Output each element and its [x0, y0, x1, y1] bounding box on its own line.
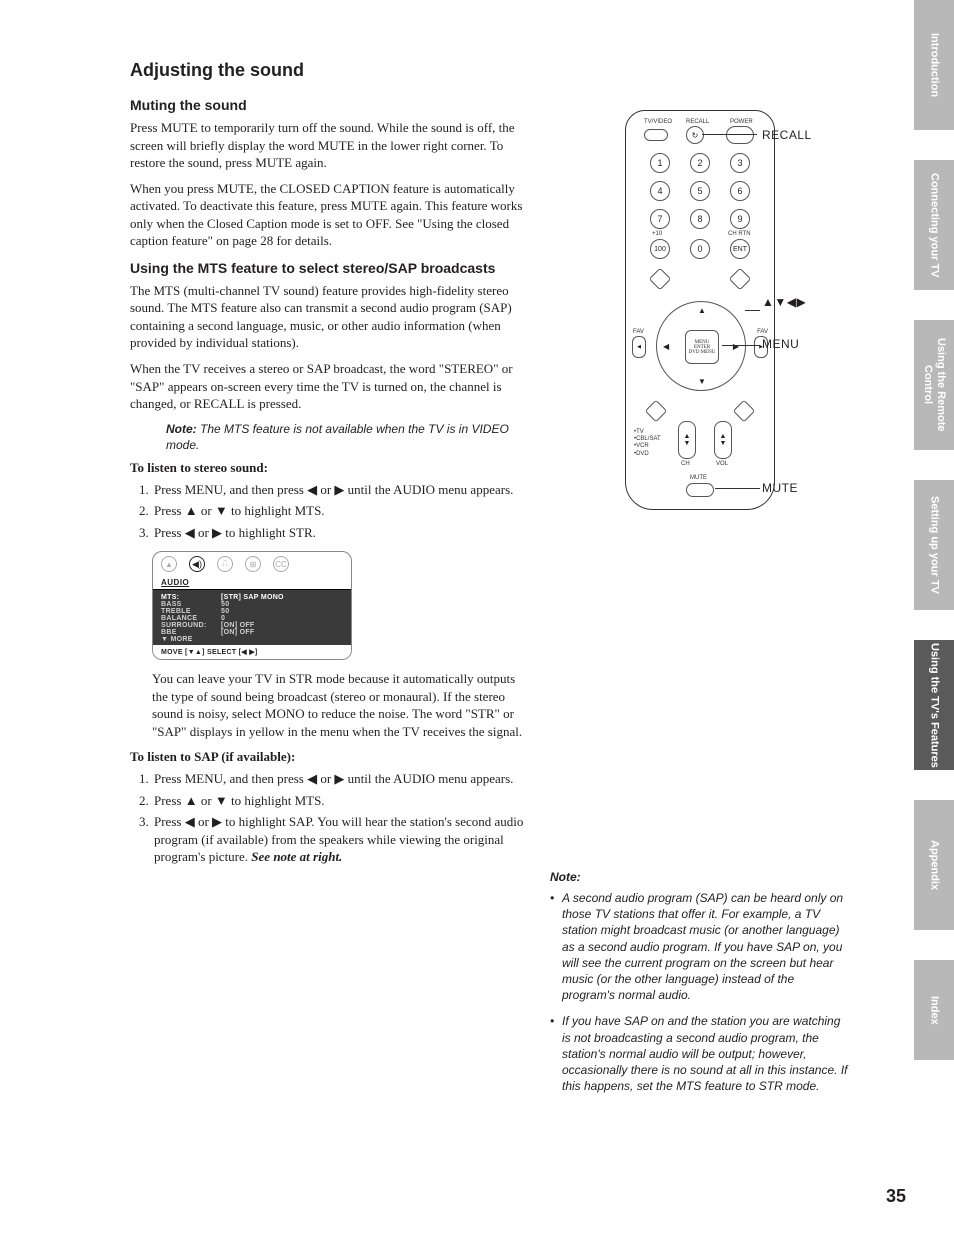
tab-introduction[interactable]: Introduction: [914, 0, 954, 130]
note-item: A second audio program (SAP) can be hear…: [550, 890, 850, 1003]
power-label: POWER: [730, 119, 753, 125]
mode-labels: •TV•CBL/SAT•VCR•DVD: [634, 429, 661, 458]
plus10-label: +10: [652, 231, 662, 237]
osd-pref-icon: ⊞: [245, 556, 261, 572]
ent-button: ENT: [730, 239, 750, 259]
list-item: Press ▲ or ▼ to highlight MTS.: [152, 502, 530, 520]
stereo-heading: To listen to stereo sound:: [130, 459, 530, 477]
num-9: 9: [730, 209, 750, 229]
mts-p2: When the TV receives a stereo or SAP bro…: [130, 360, 530, 413]
diamond-button: [733, 400, 756, 423]
power-button: [726, 126, 754, 144]
diamond-button: [649, 268, 672, 291]
side-tabs: Introduction Connecting your TV Using th…: [914, 0, 954, 1090]
ch-rocker: ▲▼: [678, 421, 696, 459]
muting-heading: Muting the sound: [130, 97, 530, 113]
dpad: ▲ ▼ ◀ ▶ MENUENTERDVD MENU: [656, 301, 746, 391]
muting-p2: When you press MUTE, the CLOSED CAPTION …: [130, 180, 530, 250]
note-heading: Note:: [550, 870, 850, 884]
note-item: If you have SAP on and the station you a…: [550, 1013, 850, 1094]
tab-index[interactable]: Index: [914, 960, 954, 1060]
fav-label: FAV: [757, 329, 768, 335]
num-0: 0: [690, 239, 710, 259]
num-4: 4: [650, 181, 670, 201]
num-5: 5: [690, 181, 710, 201]
fav-left: ◀: [632, 336, 646, 358]
osd-body: MTS:[STR] SAP MONO BASS50 TREBLE50 BALAN…: [153, 590, 351, 645]
mute-button: [686, 483, 714, 497]
mts-heading: Using the MTS feature to select stereo/S…: [130, 260, 530, 276]
right-note: Note: A second audio program (SAP) can b…: [550, 870, 850, 1094]
up-arrow-icon: ▲: [698, 306, 706, 315]
page-title: Adjusting the sound: [130, 60, 530, 81]
tab-remote[interactable]: Using the Remote Control: [914, 320, 954, 450]
osd-menu: ▲ ◀) ⎍ ⊞ CC AUDIO MTS:[STR] SAP MONO BAS…: [152, 551, 352, 660]
tab-connecting[interactable]: Connecting your TV: [914, 160, 954, 290]
muting-p1: Press MUTE to temporarily turn off the s…: [130, 119, 530, 172]
num-8: 8: [690, 209, 710, 229]
num-7: 7: [650, 209, 670, 229]
list-item: Press ◀ or ▶ to highlight SAP. You will …: [152, 813, 530, 866]
tab-appendix[interactable]: Appendix: [914, 800, 954, 930]
recall-label: RECALL: [686, 119, 709, 125]
menu-enter-button: MENUENTERDVD MENU: [685, 330, 719, 364]
page-number: 35: [886, 1186, 906, 1207]
tab-features[interactable]: Using the TV's Features: [914, 640, 954, 770]
diamond-button: [729, 268, 752, 291]
right-arrow-icon: ▶: [733, 342, 739, 351]
chrtn-label: CH RTN: [728, 231, 751, 237]
mts-inline-note: Note: The MTS feature is not available w…: [166, 421, 530, 453]
callout-recall: RECALL: [762, 128, 812, 142]
osd-setup-icon: ⎍: [217, 556, 233, 572]
tab-setting-up[interactable]: Setting up your TV: [914, 480, 954, 610]
sap-heading: To listen to SAP (if available):: [130, 748, 530, 766]
left-arrow-icon: ◀: [663, 342, 669, 351]
osd-footer: MOVE [▼▲] SELECT [◀ ▶]: [153, 645, 351, 659]
num-100: 100: [650, 239, 670, 259]
vol-label: VOL: [716, 461, 728, 467]
num-3: 3: [730, 153, 750, 173]
sap-steps: Press MENU, and then press ◀ or ▶ until …: [152, 770, 530, 866]
osd-audio-icon: ◀): [189, 556, 205, 572]
vol-rocker: ▲▼: [714, 421, 732, 459]
osd-cc-icon: CC: [273, 556, 289, 572]
recall-button: ↻: [686, 126, 704, 144]
osd-icon-row: ▲ ◀) ⎍ ⊞ CC: [153, 552, 351, 576]
callout-mute: MUTE: [762, 481, 798, 495]
tvvideo-label: TV/VIDEO: [644, 119, 672, 125]
osd-picture-icon: ▲: [161, 556, 177, 572]
ch-label: CH: [681, 461, 690, 467]
num-6: 6: [730, 181, 750, 201]
mute-label: MUTE: [690, 475, 707, 481]
list-item: Press MENU, and then press ◀ or ▶ until …: [152, 770, 530, 788]
list-item: Press ◀ or ▶ to highlight STR.: [152, 524, 530, 542]
mts-p1: The MTS (multi-channel TV sound) feature…: [130, 282, 530, 352]
list-item: Press ▲ or ▼ to highlight MTS.: [152, 792, 530, 810]
num-1: 1: [650, 153, 670, 173]
list-item: Press MENU, and then press ◀ or ▶ until …: [152, 481, 530, 499]
stereo-steps: Press MENU, and then press ◀ or ▶ until …: [152, 481, 530, 542]
diamond-button: [645, 400, 668, 423]
fav-label: FAV: [633, 329, 644, 335]
stereo-after: You can leave your TV in STR mode becaus…: [152, 670, 530, 740]
tvvideo-button: [644, 129, 668, 141]
remote-diagram: TV/VIDEO RECALL POWER ↻ 1 2 3 4 5 6 7 8 …: [550, 110, 850, 510]
down-arrow-icon: ▼: [698, 377, 706, 386]
callout-arrows: ▲▼◀▶: [762, 295, 806, 309]
osd-title: AUDIO: [153, 576, 351, 590]
callout-menu: MENU: [762, 337, 799, 351]
num-2: 2: [690, 153, 710, 173]
